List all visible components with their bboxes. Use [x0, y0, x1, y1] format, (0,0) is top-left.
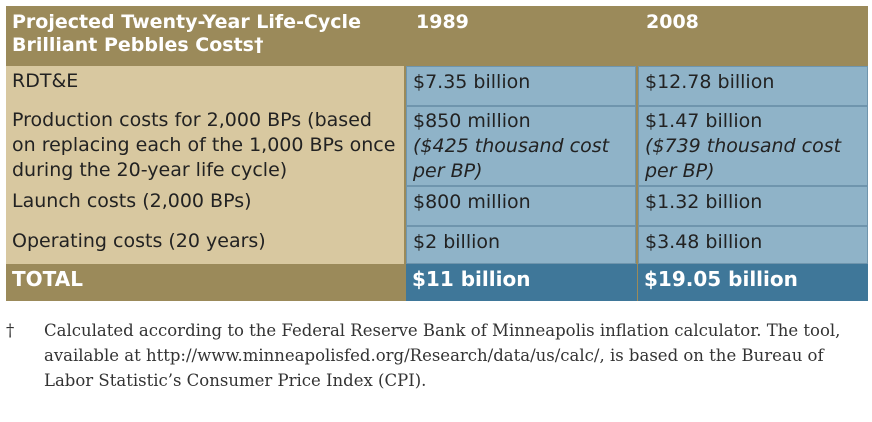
- row-label-total: TOTAL: [6, 264, 404, 301]
- cell-rdte-2008: $12.78 billion: [638, 66, 868, 106]
- cell-production-1989-note: ($425 thousand cost per BP): [413, 135, 610, 182]
- cell-total-1989: $11 billion: [406, 264, 637, 301]
- table-header: Projected Twenty-Year Life-Cycle Brillia…: [6, 6, 868, 66]
- column-header-2008: 2008: [646, 11, 699, 33]
- footnote-dagger: †: [6, 321, 15, 340]
- cell-production-1989-value: $850 million: [413, 110, 531, 132]
- row-label-rdte: RDT&E: [6, 66, 404, 106]
- cell-operating-1989: $2 billion: [406, 226, 636, 264]
- row-label-launch: Launch costs (2,000 BPs): [6, 186, 404, 226]
- table-title-line2: Brilliant Pebbles Costs†: [12, 34, 264, 56]
- cell-operating-2008: $3.48 billion: [638, 226, 868, 264]
- cell-launch-1989: $800 million: [406, 186, 636, 226]
- cell-production-2008-note: ($739 thousand cost per BP): [645, 135, 842, 182]
- cost-table: Projected Twenty-Year Life-Cycle Brillia…: [6, 6, 868, 301]
- cell-total-2008: $19.05 billion: [638, 264, 868, 301]
- cell-production-1989: $850 million ($425 thousand cost per BP): [406, 106, 636, 186]
- footnote-text: Calculated according to the Federal Rese…: [44, 321, 841, 390]
- table-title-line1: Projected Twenty-Year Life-Cycle: [12, 11, 361, 33]
- table-title: Projected Twenty-Year Life-Cycle Brillia…: [12, 11, 402, 57]
- cell-production-2008-value: $1.47 billion: [645, 110, 763, 132]
- cell-launch-2008: $1.32 billion: [638, 186, 868, 226]
- cell-production-2008: $1.47 billion ($739 thousand cost per BP…: [638, 106, 868, 186]
- cell-rdte-1989: $7.35 billion: [406, 66, 636, 106]
- column-header-1989: 1989: [416, 11, 469, 33]
- row-label-operating: Operating costs (20 years): [6, 226, 404, 264]
- row-label-production: Production costs for 2,000 BPs (based on…: [6, 106, 404, 186]
